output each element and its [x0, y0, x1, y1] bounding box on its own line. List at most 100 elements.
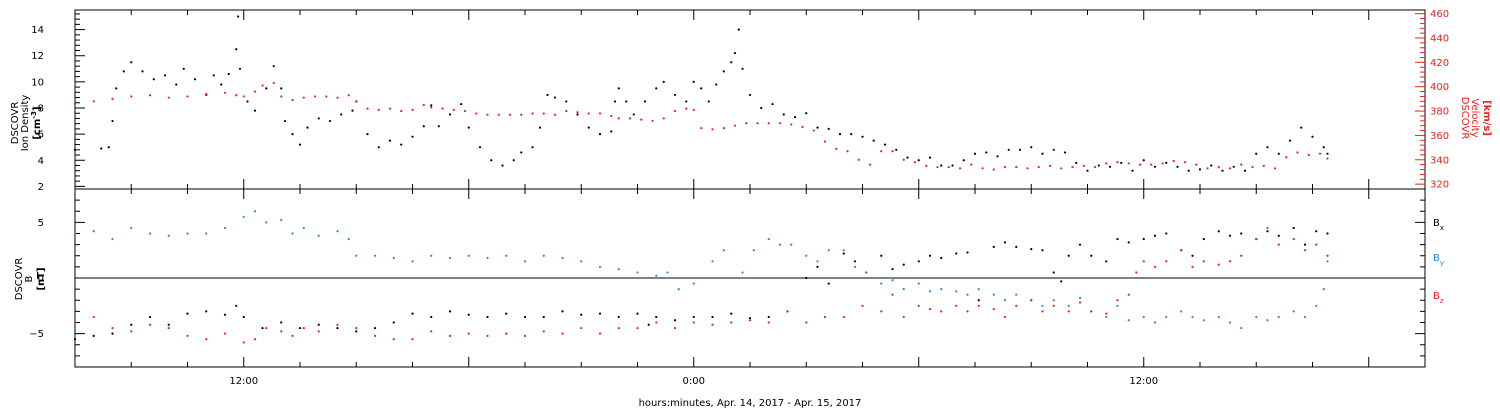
- velocity-point: [167, 96, 170, 99]
- by-series-point: [542, 254, 545, 257]
- bx-series-point: [486, 315, 489, 319]
- by-series-point: [336, 230, 339, 233]
- bx-series-point: [617, 315, 620, 319]
- bz-series-point: [302, 326, 305, 330]
- bz-series-point: [966, 310, 969, 313]
- ion-density-point: [1300, 126, 1303, 129]
- velocity-point: [640, 118, 643, 121]
- velocity-point: [388, 107, 392, 110]
- ion-density-point: [246, 100, 249, 103]
- velocity-point: [587, 112, 590, 115]
- ion-density-point: [1277, 152, 1280, 155]
- bx-series-point: [917, 260, 920, 263]
- ion-density-point: [838, 133, 842, 136]
- velocity-point: [801, 125, 804, 128]
- velocity-point: [486, 113, 489, 116]
- velocity-point: [711, 128, 714, 131]
- bz-series-point: [673, 326, 677, 330]
- ion-density-point: [673, 93, 677, 97]
- velocity-point: [1326, 157, 1329, 160]
- bx-series-point: [523, 315, 527, 319]
- velocity-point: [733, 124, 737, 127]
- ion-density-point: [951, 164, 954, 167]
- by-series-point: [778, 243, 782, 246]
- velocity-point: [148, 94, 152, 97]
- bz-series-point: [291, 334, 294, 337]
- bx-series-point: [1266, 230, 1269, 233]
- bz-series-point: [542, 330, 545, 333]
- top-right-ylabel: DSCOVR Velocity [km/s]: [1459, 97, 1492, 140]
- bz-series-point: [902, 315, 905, 319]
- bx-series-point: [730, 312, 733, 315]
- bz-series-point: [1090, 310, 1093, 313]
- velocity-point: [1273, 167, 1277, 170]
- velocity-point: [651, 119, 654, 122]
- bz-series-point: [891, 293, 894, 296]
- bx-series-point: [298, 326, 302, 330]
- velocity-point: [1195, 163, 1198, 166]
- bx-series-point: [1202, 237, 1205, 241]
- bz-series-point: [748, 319, 752, 322]
- bx-series-point: [1292, 226, 1295, 230]
- velocity-point: [891, 150, 894, 153]
- velocity-point: [685, 107, 688, 110]
- velocity-point: [422, 103, 425, 107]
- top-right-ytick-label: 380: [1430, 107, 1449, 118]
- by-series-point: [977, 288, 980, 291]
- ion-density-point: [707, 100, 710, 103]
- top-right-ytick-label: 440: [1430, 34, 1449, 45]
- ion-density-point: [400, 143, 403, 146]
- ion-density-point: [280, 87, 283, 90]
- top-left-ytick-label: 6: [38, 130, 44, 141]
- bx-series-point: [977, 299, 980, 302]
- ion-density-point: [565, 100, 568, 103]
- top-left-ytick-label: 14: [31, 25, 44, 36]
- bottom-left-ylabel-line2: B: [24, 275, 35, 282]
- ion-density-point: [827, 127, 830, 130]
- bx-series-point: [130, 323, 133, 326]
- velocity-point: [253, 90, 257, 93]
- by-series-point: [561, 256, 564, 260]
- bottom-left-ytick-label: 0: [38, 274, 44, 285]
- ion-density-point: [816, 126, 819, 129]
- by-series-point: [223, 226, 227, 230]
- bz-series-point: [1015, 304, 1018, 307]
- velocity-point: [692, 108, 695, 111]
- by-series-point: [741, 271, 744, 274]
- top-left-ytick-label: 2: [38, 182, 44, 193]
- velocity-point: [280, 95, 283, 98]
- by-series-point: [1041, 304, 1044, 307]
- ion-density-point: [782, 113, 785, 116]
- top-left-ytick-label: 12: [31, 51, 44, 62]
- ion-density-point: [501, 164, 504, 167]
- by-series-point: [1127, 319, 1130, 322]
- ion-density-point: [741, 67, 744, 70]
- top-left-ytick-label: 4: [38, 156, 44, 167]
- velocity-point: [1161, 162, 1164, 165]
- bz-series-point: [711, 323, 714, 326]
- ion-density-point: [130, 61, 133, 64]
- ion-density-point: [141, 70, 144, 73]
- bx-series-point: [647, 323, 650, 326]
- velocity-point: [463, 109, 467, 113]
- ion-density-point: [906, 156, 909, 159]
- by-series-point: [853, 265, 857, 268]
- bz-series-point: [598, 332, 602, 335]
- by-series-point: [148, 232, 152, 235]
- velocity-point: [205, 92, 208, 96]
- ion-density-point: [1176, 165, 1179, 168]
- ion-density-point: [861, 135, 864, 138]
- ion-density-point: [1075, 161, 1078, 164]
- ion-density-point: [617, 87, 620, 90]
- velocity-point: [1093, 165, 1097, 169]
- velocity-point: [958, 167, 962, 170]
- bz-series-point: [880, 310, 883, 313]
- ion-density-point: [1232, 165, 1235, 168]
- bz-series-point: [73, 321, 77, 324]
- ion-density-point: [1052, 148, 1055, 151]
- bz-series-point: [486, 334, 489, 337]
- by-series-point: [302, 226, 305, 230]
- ion-density-point: [632, 113, 635, 116]
- by-series-point: [1315, 304, 1318, 307]
- top-right-ytick-label: 420: [1430, 58, 1449, 69]
